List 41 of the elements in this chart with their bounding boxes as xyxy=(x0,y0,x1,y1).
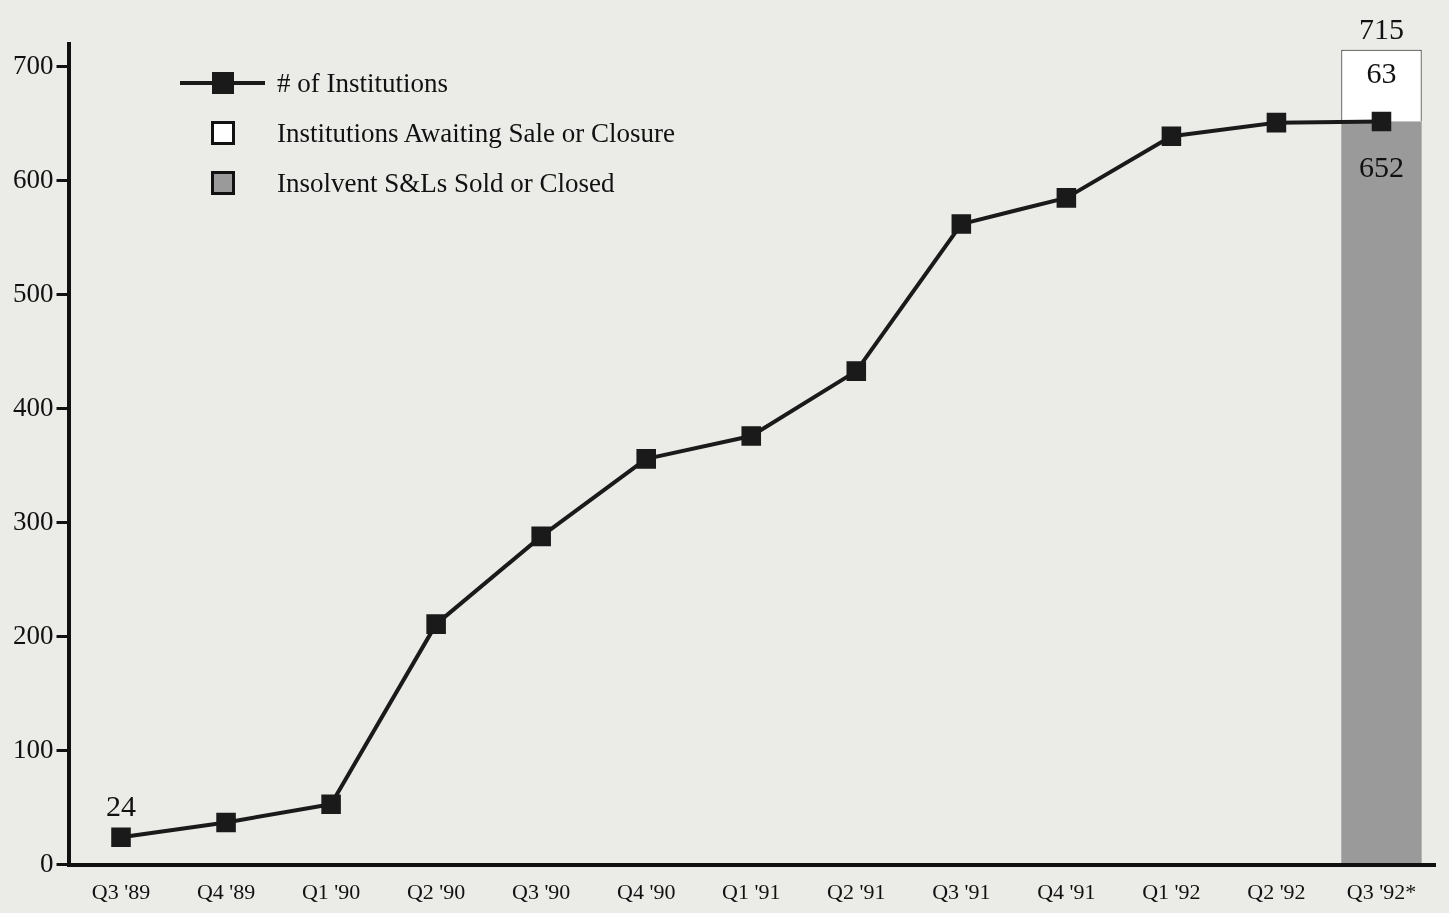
point xyxy=(741,426,762,446)
y-tick-label: 700 xyxy=(13,49,54,80)
point xyxy=(1056,188,1077,208)
x-tick-label: Q1 '91 xyxy=(722,878,781,904)
y-tick-label: 300 xyxy=(13,505,54,536)
x-tick-label: Q1 '90 xyxy=(301,878,361,904)
y-tick-label: 500 xyxy=(13,277,54,308)
legend-label: # of Institutions xyxy=(277,67,449,99)
point xyxy=(951,214,972,234)
x-tick-label: Q4 '90 xyxy=(617,878,676,904)
point xyxy=(111,827,131,848)
point xyxy=(321,794,341,814)
data-label: 652 xyxy=(1358,150,1404,184)
point xyxy=(1161,126,1182,147)
data-label: 63 xyxy=(1366,56,1397,90)
y-tick-label: 400 xyxy=(13,391,54,422)
y-tick-label: 200 xyxy=(13,619,54,650)
x-tick-label: Q2 '92 xyxy=(1247,878,1306,904)
point xyxy=(846,361,867,381)
legend-label: Institutions Awaiting Sale or Closure xyxy=(277,117,675,149)
x-tick-label: Q2 '91 xyxy=(827,878,886,904)
total-label: 715 xyxy=(1358,11,1404,45)
legend-label: Insolvent S&Ls Sold or Closed xyxy=(277,167,615,199)
x-tick-label: Q4 '89 xyxy=(196,878,256,904)
x-tick-label: Q2 '90 xyxy=(406,878,466,904)
x-tick-label: Q3 '91 xyxy=(932,878,991,904)
y-tick-label: 100 xyxy=(13,733,54,764)
data-label: 24 xyxy=(106,789,137,823)
point xyxy=(636,449,656,469)
point xyxy=(1371,111,1392,132)
y-tick-label: 600 xyxy=(13,163,54,194)
point xyxy=(1266,112,1287,133)
x-tick-label: Q3 '92* xyxy=(1346,878,1417,904)
x-tick-label: Q3 '89 xyxy=(91,878,151,904)
x-tick-label: Q3 '90 xyxy=(511,878,571,904)
point xyxy=(216,812,236,833)
x-tick-label: Q1 '92 xyxy=(1142,878,1201,904)
point xyxy=(426,614,446,634)
point xyxy=(531,526,551,547)
y-tick-label: 0 xyxy=(40,847,54,878)
x-tick-label: Q4 '91 xyxy=(1037,878,1096,904)
